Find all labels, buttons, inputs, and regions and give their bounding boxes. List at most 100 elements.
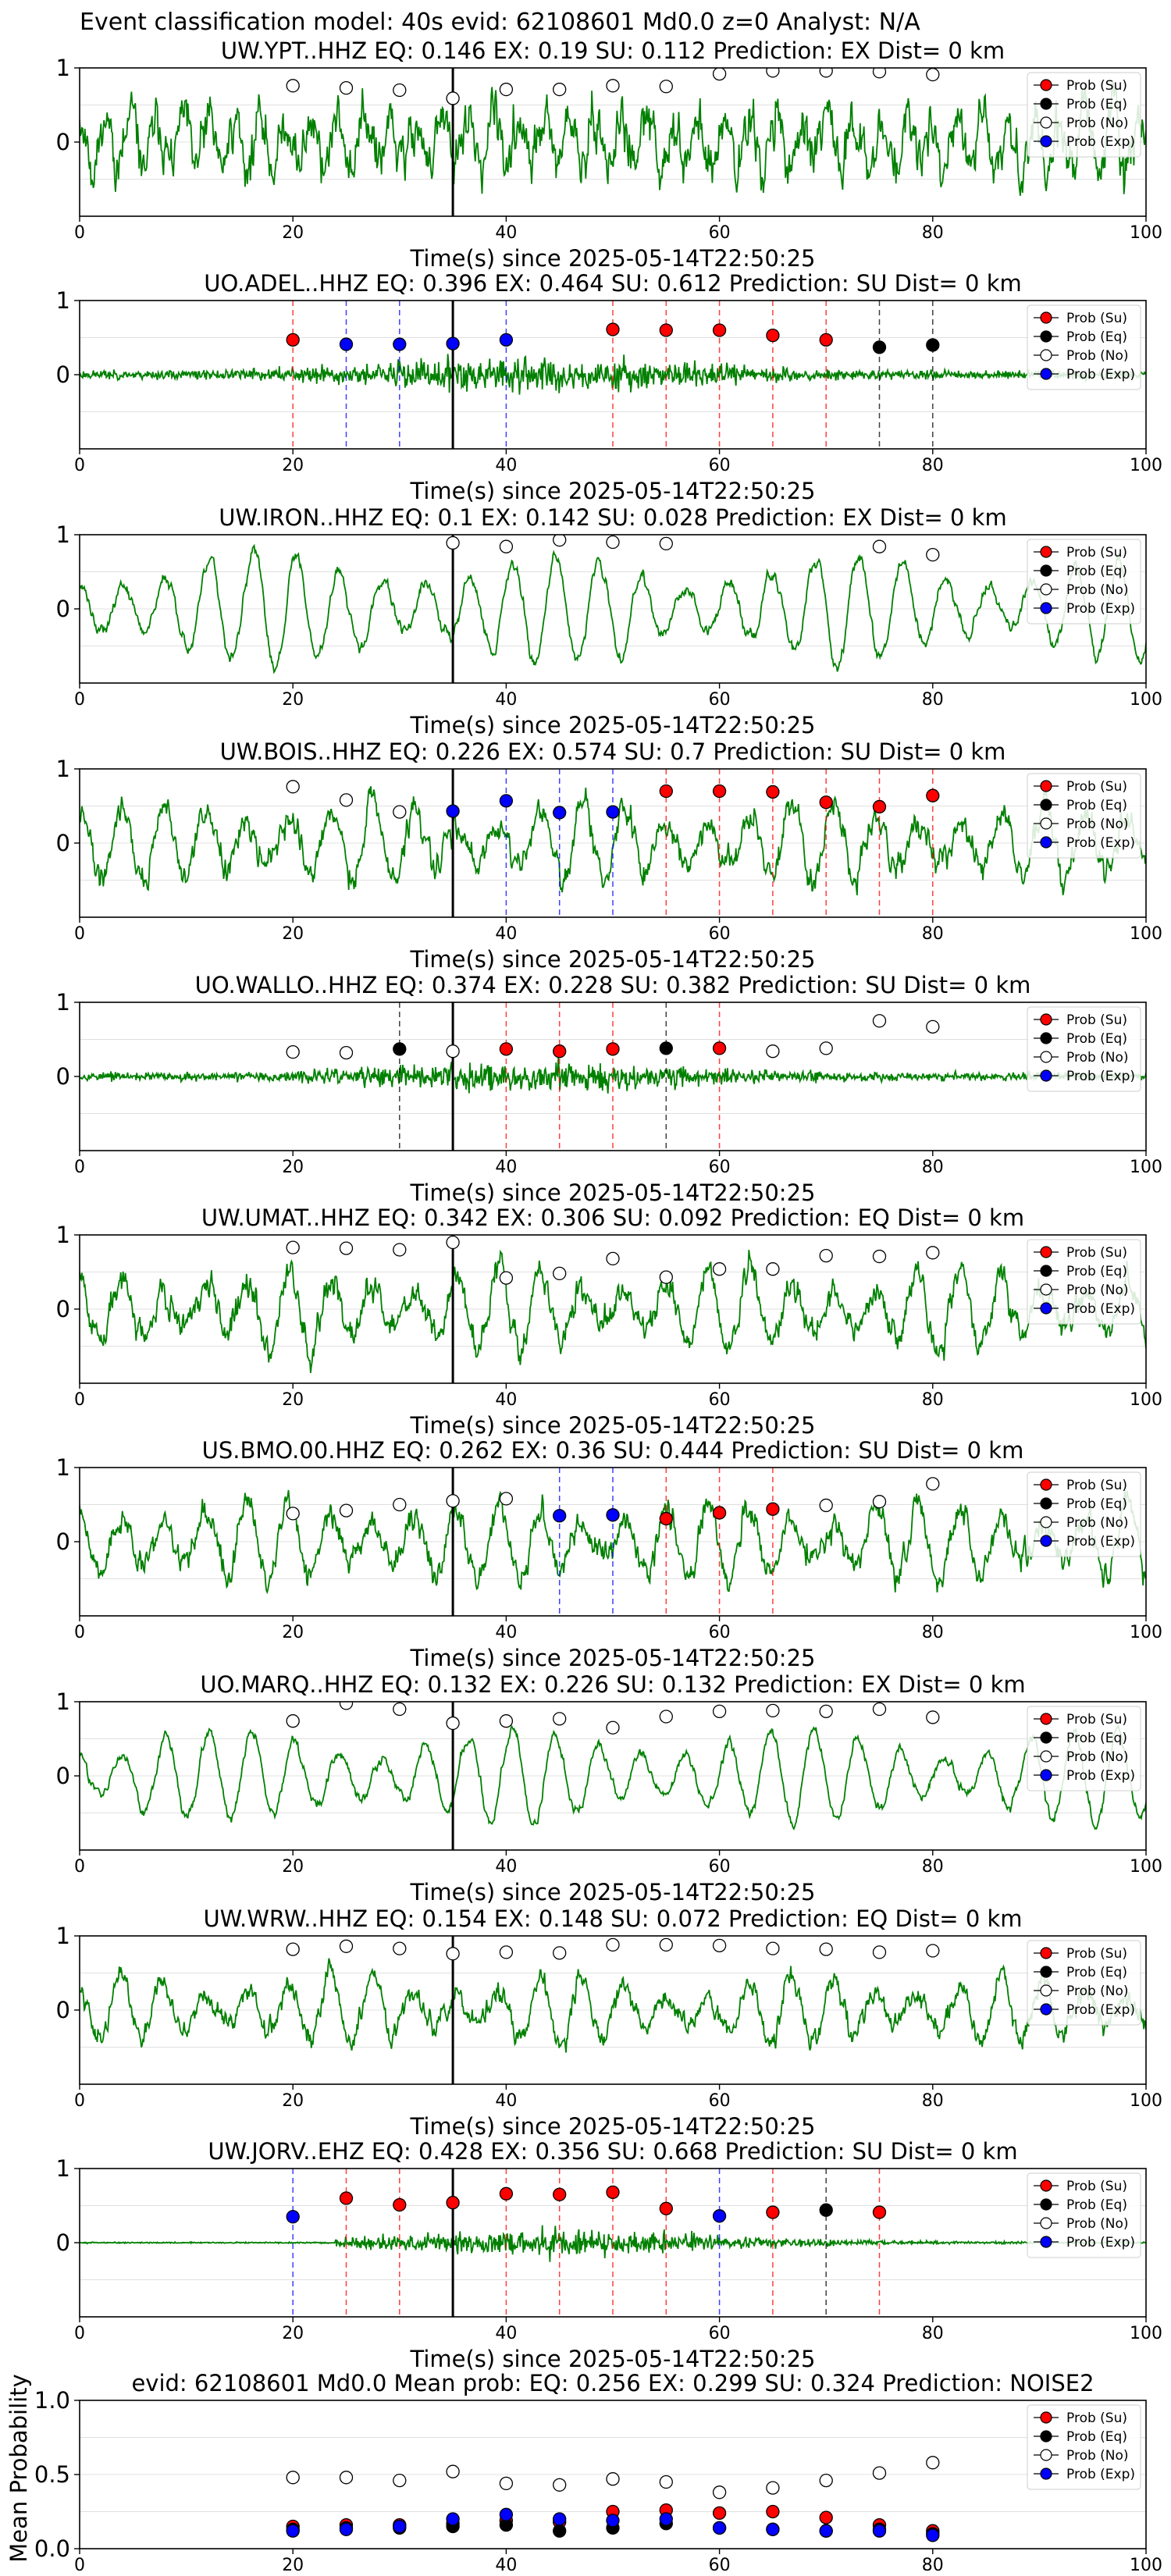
x-tick-label: 40 [495, 2324, 517, 2343]
y-tick-label: 0 [56, 361, 70, 388]
legend-label: Prob (Su) [1066, 779, 1127, 795]
prob-marker-su [819, 333, 833, 347]
legend-label: Prob (Exp) [1066, 601, 1135, 617]
prob-marker-su [766, 1502, 780, 1516]
prob-marker-exp [499, 333, 514, 347]
station-panel-2: UO.ADEL..HHZ EQ: 0.396 EX: 0.464 SU: 0.6… [56, 270, 1162, 504]
legend-marker-su [1040, 2411, 1052, 2424]
x-tick-label: 80 [922, 1623, 944, 1642]
x-tick-label: 60 [709, 1390, 731, 1410]
legend-marker-exp [1040, 135, 1052, 148]
legend-label: Prob (Eq) [1066, 1731, 1127, 1746]
legend-label: Prob (Exp) [1066, 2467, 1135, 2482]
prob-marker-su [766, 785, 780, 799]
mean-prob-marker-no [286, 2471, 300, 2485]
mean-prob-marker-no [872, 2466, 887, 2480]
prob-marker-no [926, 1710, 940, 1724]
panel-title: UW.UMAT..HHZ EQ: 0.342 EX: 0.306 SU: 0.0… [201, 1204, 1024, 1231]
legend-label: Prob (No) [1066, 817, 1129, 832]
x-tick-label: 60 [709, 2091, 731, 2111]
prob-marker-no [339, 81, 354, 95]
prob-marker-no [766, 1941, 780, 1955]
legend-label: Prob (Eq) [1066, 2429, 1127, 2445]
legend-marker-su [1040, 311, 1052, 324]
prob-marker-no [339, 1939, 354, 1953]
prob-marker-su [712, 323, 727, 337]
prob-marker-no [872, 68, 887, 79]
legend-label: Prob (Eq) [1066, 798, 1127, 813]
x-tick-label: 80 [922, 456, 944, 475]
prob-marker-su [659, 784, 673, 799]
x-axis-label: Time(s) since 2025-05-14T22:50:25 [410, 1645, 816, 1671]
prob-marker-no [606, 79, 620, 93]
y-tick-label: 0 [56, 1997, 70, 2023]
x-tick-label: 60 [709, 456, 731, 475]
legend-marker-no [1040, 349, 1052, 361]
prob-marker-no [499, 1271, 514, 1285]
prob-marker-su [712, 1506, 727, 1520]
mean-prob-marker-no [339, 2471, 354, 2485]
prob-marker-su [339, 2191, 354, 2205]
prob-marker-eq [819, 2203, 833, 2217]
prob-marker-no [446, 1716, 460, 1731]
plot-area [80, 2169, 1146, 2317]
legend-box [1027, 773, 1141, 859]
prob-marker-no [286, 780, 300, 794]
legend-marker-no [1040, 116, 1052, 129]
x-tick-label: 60 [709, 1623, 731, 1642]
prob-marker-su [766, 328, 780, 343]
x-tick-label: 0 [74, 1158, 85, 1177]
prob-marker-no [339, 1045, 354, 1060]
legend-marker-no [1040, 1984, 1052, 1997]
prob-marker-no [872, 1495, 887, 1509]
x-tick-label: 60 [709, 690, 731, 710]
legend-marker-eq [1040, 564, 1052, 577]
legend-marker-su [1040, 780, 1052, 792]
prob-marker-no [712, 1262, 727, 1276]
prob-marker-exp [446, 804, 460, 818]
mean-prob-marker-exp [446, 2512, 460, 2526]
legend-label: Prob (Su) [1066, 311, 1127, 326]
plot-area [80, 769, 1146, 917]
x-tick-label: 0 [74, 924, 85, 944]
x-tick-label: 40 [495, 1158, 517, 1177]
prob-marker-su [659, 323, 673, 337]
y-tick-label: 1 [56, 989, 70, 1016]
y-tick-label: 1 [56, 756, 70, 782]
x-tick-label: 100 [1130, 456, 1162, 475]
panel-title: UO.MARQ..HHZ EQ: 0.132 EX: 0.226 SU: 0.1… [200, 1671, 1025, 1698]
legend-box [1027, 304, 1141, 390]
x-tick-label: 40 [495, 223, 517, 243]
y-tick-label: 0 [56, 1528, 70, 1555]
plot-area [80, 1936, 1146, 2084]
legend-label: Prob (Exp) [1066, 134, 1135, 150]
station-panel-3: UW.IRON..HHZ EQ: 0.1 EX: 0.142 SU: 0.028… [56, 504, 1162, 738]
legend-marker-no [1040, 1283, 1052, 1296]
legend-label: Prob (Eq) [1066, 1496, 1127, 1512]
x-tick-label: 0 [74, 1857, 85, 1877]
prob-marker-no [393, 1497, 407, 1512]
prob-marker-no [499, 1492, 514, 1506]
x-tick-label: 40 [495, 690, 517, 710]
x-tick-label: 80 [922, 2324, 944, 2343]
legend-label: Prob (Eq) [1066, 329, 1127, 345]
prob-marker-no [499, 82, 514, 97]
legend-label: Prob (Exp) [1066, 2235, 1135, 2250]
plot-area [80, 301, 1146, 449]
legend-marker-exp [1040, 836, 1052, 849]
station-panel-10: UW.JORV..EHZ EQ: 0.428 EX: 0.356 SU: 0.6… [56, 2138, 1162, 2372]
x-axis-label: Time(s) since 2025-05-14T22:50:25 [410, 1179, 816, 1206]
x-tick-label: 40 [495, 2556, 517, 2575]
legend-marker-su [1040, 1013, 1052, 1026]
legend-box [1027, 1006, 1141, 1092]
legend-label: Prob (No) [1066, 1050, 1129, 1066]
legend-marker-su [1040, 1947, 1052, 1959]
legend-marker-exp [1040, 2467, 1052, 2480]
prob-marker-no [446, 91, 460, 105]
mean-prob-marker-exp [286, 2524, 300, 2538]
legend-marker-exp [1040, 1302, 1052, 1315]
panel-title: UO.ADEL..HHZ EQ: 0.396 EX: 0.464 SU: 0.6… [204, 270, 1022, 297]
prob-marker-su [712, 784, 727, 799]
legend-label: Prob (No) [1066, 116, 1129, 131]
prob-marker-su [393, 2197, 407, 2212]
